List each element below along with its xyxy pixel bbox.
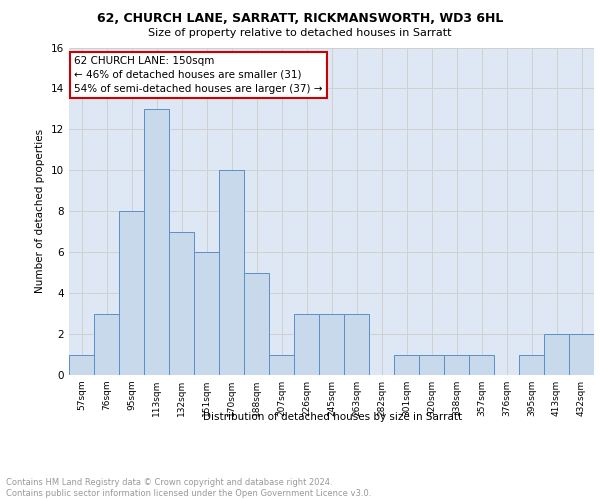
Bar [194,252,219,375]
Bar [469,354,494,375]
Bar [244,272,269,375]
Bar [69,354,94,375]
Text: Distribution of detached houses by size in Sarratt: Distribution of detached houses by size … [203,412,463,422]
Bar [269,354,294,375]
Bar [444,354,469,375]
Bar [144,109,169,375]
Bar [119,211,144,375]
Bar [519,354,544,375]
Text: Contains HM Land Registry data © Crown copyright and database right 2024.
Contai: Contains HM Land Registry data © Crown c… [6,478,371,498]
Bar [294,314,319,375]
Text: 62 CHURCH LANE: 150sqm
← 46% of detached houses are smaller (31)
54% of semi-det: 62 CHURCH LANE: 150sqm ← 46% of detached… [74,56,323,94]
Bar [319,314,344,375]
Bar [219,170,244,375]
Text: 62, CHURCH LANE, SARRATT, RICKMANSWORTH, WD3 6HL: 62, CHURCH LANE, SARRATT, RICKMANSWORTH,… [97,12,503,26]
Bar [344,314,369,375]
Bar [569,334,594,375]
Y-axis label: Number of detached properties: Number of detached properties [35,129,46,294]
Text: Size of property relative to detached houses in Sarratt: Size of property relative to detached ho… [148,28,452,38]
Bar [169,232,194,375]
Bar [544,334,569,375]
Bar [94,314,119,375]
Bar [394,354,419,375]
Bar [419,354,444,375]
